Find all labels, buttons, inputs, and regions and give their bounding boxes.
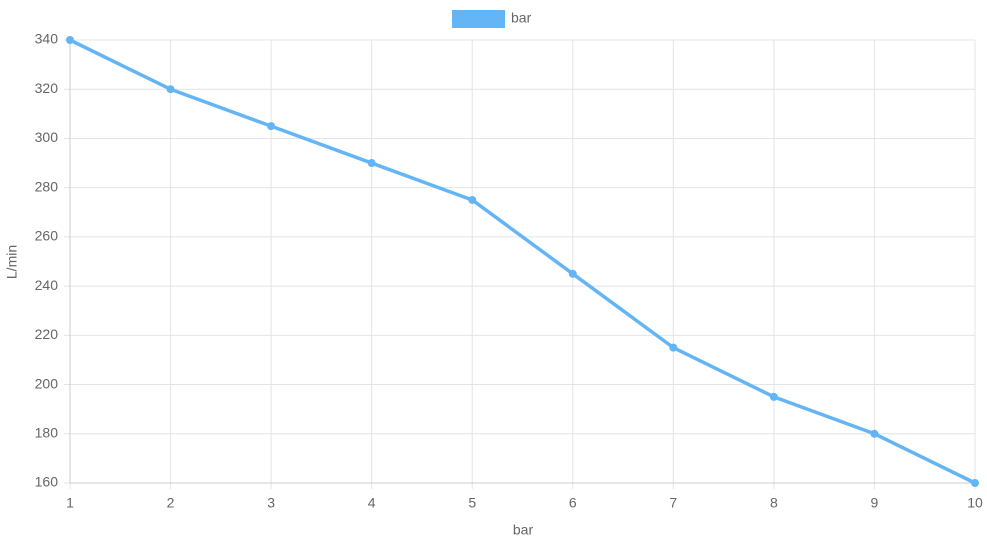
point [769, 392, 778, 401]
point [568, 269, 577, 278]
y-tick-label: 300 [35, 129, 59, 145]
x-tick-label: 5 [468, 495, 476, 511]
x-tick-label: 2 [167, 495, 175, 511]
x-tick-label: 9 [871, 495, 879, 511]
y-tick-label: 320 [35, 80, 59, 96]
y-tick-label: 260 [35, 228, 59, 244]
y-tick-label: 180 [35, 424, 59, 440]
x-axis-label: bar [513, 522, 534, 538]
x-tick-label: 4 [368, 495, 376, 511]
y-tick-label: 200 [35, 375, 59, 391]
point [66, 36, 74, 44]
x-tick-label: 10 [967, 495, 983, 511]
legend-label: bar [511, 10, 532, 26]
y-tick-label: 240 [35, 277, 59, 293]
point [267, 122, 276, 131]
x-tick-label: 6 [569, 495, 577, 511]
point [468, 195, 477, 204]
legend-swatch [452, 10, 505, 28]
point [669, 343, 678, 352]
point [367, 159, 376, 168]
x-tick-label: 8 [770, 495, 778, 511]
x-tick-label: 7 [669, 495, 677, 511]
point [166, 85, 175, 94]
y-axis-label: L/min [4, 245, 20, 279]
x-tick-label: 3 [267, 495, 275, 511]
y-tick-label: 340 [35, 31, 59, 47]
line [69, 38, 976, 485]
point [870, 429, 879, 438]
point [971, 479, 979, 487]
y-tick-label: 220 [35, 326, 59, 342]
x-tick-label: 1 [66, 495, 74, 511]
y-tick-label: 280 [35, 178, 59, 194]
y-tick-label: 160 [35, 474, 59, 490]
